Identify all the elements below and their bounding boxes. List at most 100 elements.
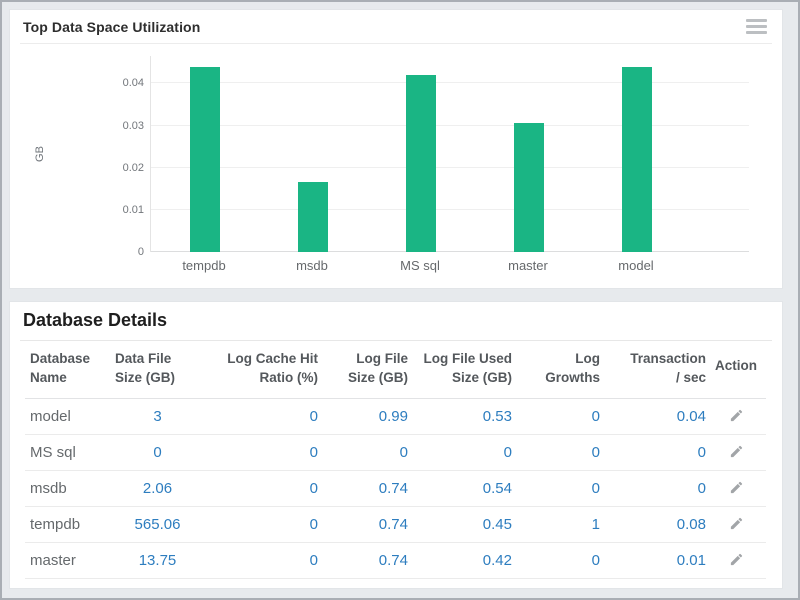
log_file_used_size-cell: 0 xyxy=(408,434,512,471)
log_file_used_size-cell: 0.53 xyxy=(408,398,512,435)
action-cell xyxy=(706,542,766,579)
transaction_per_sec-cell: 0 xyxy=(600,434,706,471)
data_file_size-cell: 0 xyxy=(115,434,200,471)
log_growths-cell: 1 xyxy=(512,506,600,543)
gridline xyxy=(151,208,749,210)
pencil-icon xyxy=(730,445,742,457)
db-name-cell: master xyxy=(25,542,115,579)
action-cell xyxy=(706,506,766,543)
db-name-cell: model xyxy=(25,398,115,435)
log_cache_hit_ratio-cell: 0 xyxy=(200,434,318,471)
pencil-icon xyxy=(730,481,742,493)
bar-ms-sql[interactable] xyxy=(406,74,436,252)
action-cell xyxy=(706,398,766,435)
chart-panel-title: Top Data Space Utilization xyxy=(23,19,201,35)
action-cell xyxy=(706,434,766,471)
log_file_size-cell: 0.74 xyxy=(318,542,408,579)
db-name-cell: msdb xyxy=(25,470,115,507)
edit-action-button[interactable] xyxy=(727,442,746,461)
x-tick-label: tempdb xyxy=(182,258,226,273)
table-header: Database Name Data File Size (GB) Log Cache … xyxy=(25,341,766,399)
x-tick-label: MS sql xyxy=(400,258,440,273)
chart-panel-header: Top Data Space Utilization xyxy=(20,10,772,44)
table-panel-title: Database Details xyxy=(23,310,168,330)
log_growths-cell: 0 xyxy=(512,542,600,579)
col-header-database_name: Database Name xyxy=(25,341,115,399)
x-tick-label: msdb xyxy=(296,258,328,273)
log_file_size-cell: 0.74 xyxy=(318,506,408,543)
bar-slot xyxy=(151,56,259,252)
col-header-log_file_size: Log File Size (GB) xyxy=(318,341,408,399)
col-header-log_cache_hit_ratio: Log Cache Hit Ratio (%) xyxy=(200,341,318,399)
log_file_used_size-cell: 0.42 xyxy=(408,542,512,579)
y-axis-label: GB xyxy=(34,146,46,162)
db-name-cell: tempdb xyxy=(25,506,115,543)
table-row: MS sql 0 0 0 0 0 0 xyxy=(25,434,766,471)
y-tick-label: 0.04 xyxy=(122,77,144,90)
col-header-log_growths: Log Growths xyxy=(512,341,600,399)
pencil-icon xyxy=(730,553,742,565)
transaction_per_sec-cell: 0.08 xyxy=(600,506,706,543)
table-panel: Database Details Database Name Data File Si… xyxy=(10,302,782,588)
log_file_size-cell: 0 xyxy=(318,434,408,471)
gridline xyxy=(151,166,749,168)
data_file_size-cell: 565.06 xyxy=(115,506,200,543)
transaction_per_sec-cell: 0.01 xyxy=(600,542,706,579)
log_file_used_size-cell: 0.45 xyxy=(408,506,512,543)
y-tick-label: 0 xyxy=(137,246,144,258)
col-header-action: Action xyxy=(706,341,766,399)
db-name-cell: MS sql xyxy=(25,434,115,471)
bar-slot xyxy=(259,56,367,252)
table-body: model 3 0 0.99 0.53 0 0.04 MS sql 0 0 0 0 0 0 msdb 2.06… xyxy=(25,398,766,579)
x-tick-label: model xyxy=(618,258,654,273)
bar-msdb[interactable] xyxy=(298,182,328,252)
chart-panel: Top Data Space Utilization GB 0 0.01 0.02 0… xyxy=(10,10,782,288)
table-panel-header: Database Details xyxy=(20,302,772,341)
log_cache_hit_ratio-cell: 0 xyxy=(200,506,318,543)
y-tick-label: 0.02 xyxy=(122,161,144,174)
bar-chart: GB 0 0.01 0.02 0.03 0.04 tempdb msdb MS sql mas… xyxy=(10,44,782,288)
edit-action-button[interactable] xyxy=(727,514,746,533)
hamburger-icon[interactable] xyxy=(746,19,767,37)
action-cell xyxy=(706,470,766,507)
x-axis-line xyxy=(151,251,749,252)
transaction_per_sec-cell: 0.04 xyxy=(600,398,706,435)
log_growths-cell: 0 xyxy=(512,434,600,471)
log_file_size-cell: 0.99 xyxy=(318,398,408,435)
database-details-table: Database Name Data File Size (GB) Log Cache … xyxy=(25,341,766,579)
bar-master[interactable] xyxy=(514,123,544,252)
log_cache_hit_ratio-cell: 0 xyxy=(200,542,318,579)
edit-action-button[interactable] xyxy=(727,406,746,425)
chart-plot xyxy=(150,56,749,252)
edit-action-button[interactable] xyxy=(727,550,746,569)
y-tick-label: 0.03 xyxy=(122,119,144,132)
data_file_size-cell: 3 xyxy=(115,398,200,435)
y-axis-ticks: 0 0.01 0.02 0.03 0.04 xyxy=(94,56,144,258)
bars-group xyxy=(151,56,691,252)
col-header-data_file_size: Data File Size (GB) xyxy=(115,341,200,399)
log_cache_hit_ratio-cell: 0 xyxy=(200,470,318,507)
gridline xyxy=(151,124,749,126)
bar-slot xyxy=(583,56,691,252)
log_growths-cell: 0 xyxy=(512,470,600,507)
table-row: model 3 0 0.99 0.53 0 0.04 xyxy=(25,398,766,435)
data_file_size-cell: 2.06 xyxy=(115,470,200,507)
y-tick-label: 0.01 xyxy=(122,203,144,216)
table-row: master 13.75 0 0.74 0.42 0 0.01 xyxy=(25,542,766,579)
transaction_per_sec-cell: 0 xyxy=(600,470,706,507)
header-row: Database Name Data File Size (GB) Log Cache … xyxy=(25,341,766,399)
x-axis-labels: tempdb msdb MS sql master model xyxy=(150,258,690,273)
gridline xyxy=(151,82,749,84)
bar-model[interactable] xyxy=(622,66,652,252)
log_file_used_size-cell: 0.54 xyxy=(408,470,512,507)
x-tick-label: master xyxy=(508,258,548,273)
bar-slot xyxy=(475,56,583,252)
log_file_size-cell: 0.74 xyxy=(318,470,408,507)
col-header-transaction_per_sec: Transaction / sec xyxy=(600,341,706,399)
table-row: msdb 2.06 0 0.74 0.54 0 0 xyxy=(25,470,766,507)
data_file_size-cell: 13.75 xyxy=(115,542,200,579)
pencil-icon xyxy=(730,409,742,421)
log_cache_hit_ratio-cell: 0 xyxy=(200,398,318,435)
edit-action-button[interactable] xyxy=(727,478,746,497)
bar-tempdb[interactable] xyxy=(190,66,220,252)
